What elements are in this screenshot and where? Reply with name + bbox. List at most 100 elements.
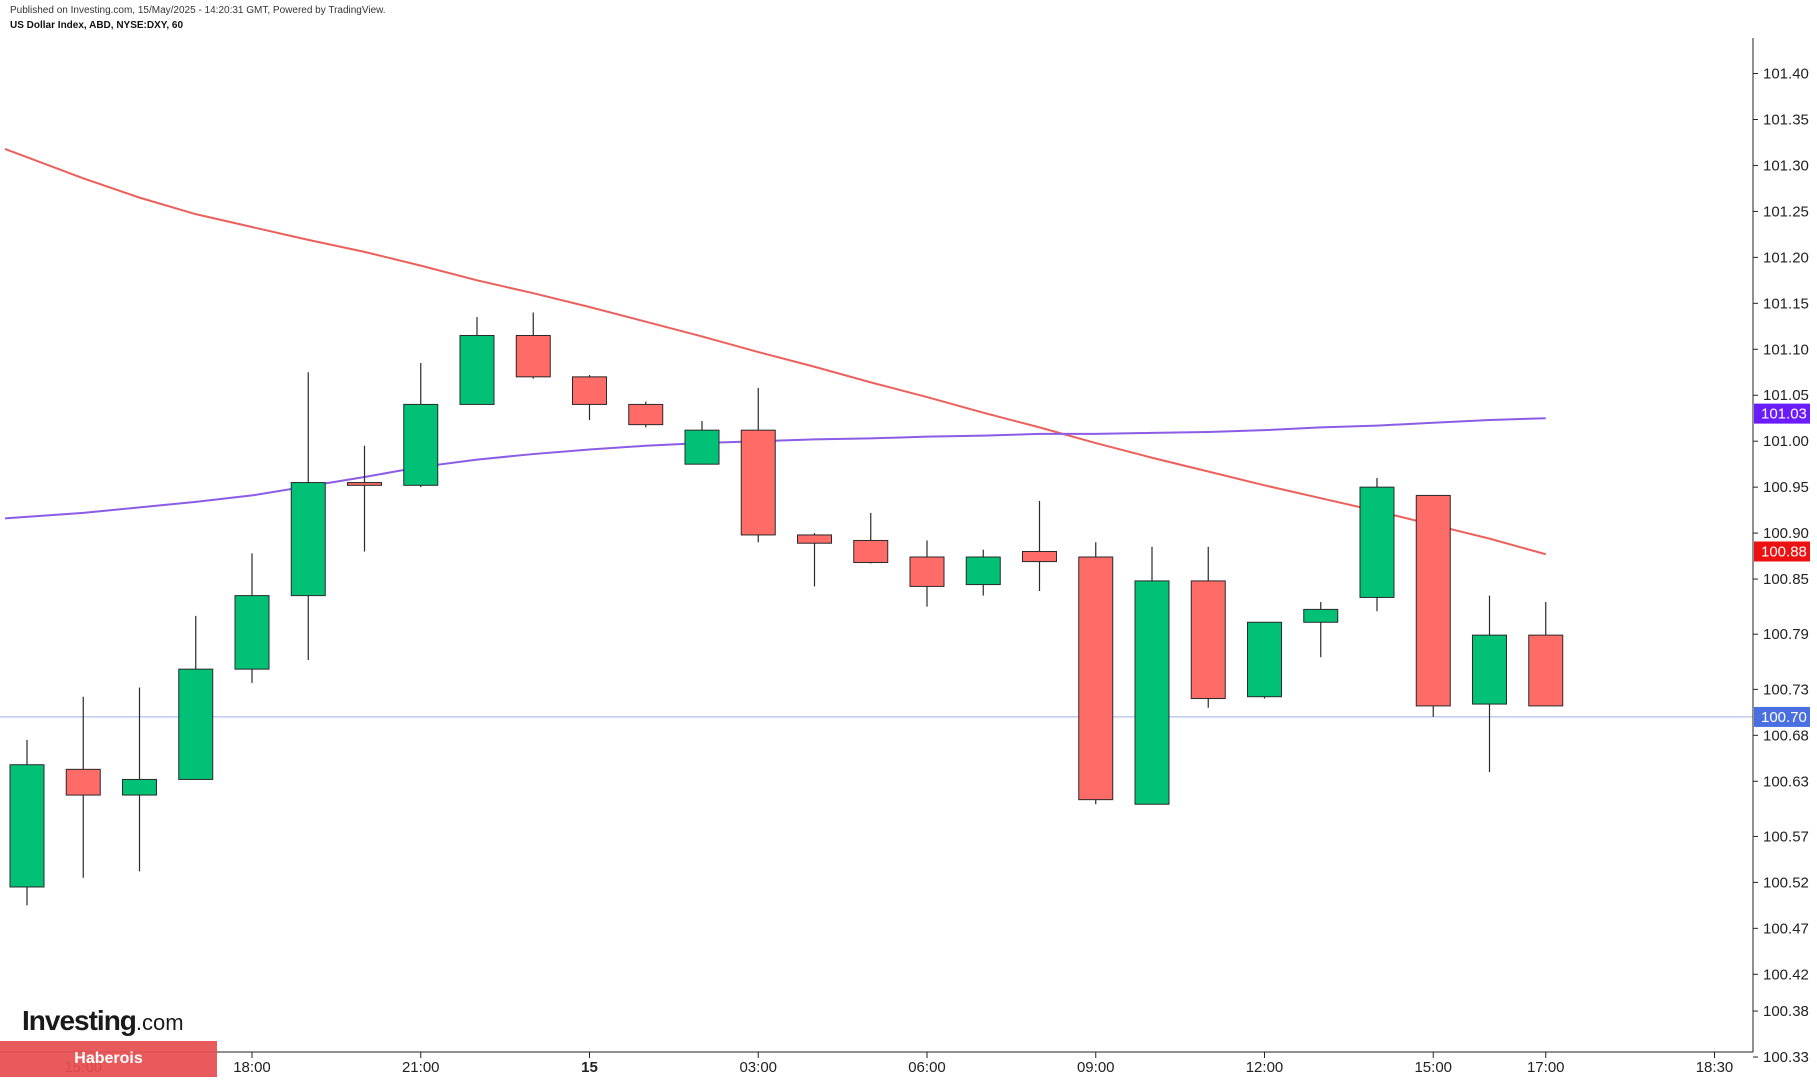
candle-body — [684, 429, 720, 465]
candle — [403, 363, 439, 488]
candle-body — [459, 334, 495, 405]
candle-body — [628, 403, 664, 426]
candle-body — [290, 482, 326, 597]
price-tick-label: 100.90 — [1763, 525, 1809, 542]
published-info: Published on Investing.com, 15/May/2025 … — [10, 5, 386, 16]
investing-logo: Investing.com — [22, 1005, 184, 1037]
price-tick-label: 101.25 — [1763, 203, 1809, 220]
candle — [909, 540, 945, 607]
candle — [65, 696, 101, 878]
price-tick-label: 100.68 — [1763, 727, 1809, 744]
candle — [1415, 494, 1451, 717]
candle — [234, 553, 270, 683]
candle-body — [1247, 621, 1282, 698]
candle-body — [965, 556, 1001, 586]
price-tick-label: 101.20 — [1763, 249, 1809, 266]
moving-average-purple — [4, 417, 1546, 520]
price-badge: 100.88 — [1754, 541, 1810, 562]
haberois-watermark: Haberois — [0, 1041, 217, 1077]
price-badge-label: 100.88 — [1761, 543, 1807, 560]
candles — [9, 312, 1564, 906]
candle — [1134, 546, 1170, 805]
candle-body — [1359, 486, 1395, 598]
price-badge-label: 101.03 — [1761, 406, 1807, 423]
candle — [290, 372, 326, 660]
price-badge-bg — [1754, 403, 1810, 424]
candle — [459, 317, 495, 405]
price-badges: 101.03 100.88 100.70 — [1754, 403, 1810, 727]
candle-body — [234, 595, 270, 670]
price-badge-label: 100.70 — [1761, 709, 1807, 726]
moving-averages — [4, 147, 1547, 556]
candle — [1022, 500, 1057, 592]
candle-body — [1078, 556, 1114, 801]
time-tick-label: 15:00 — [1414, 1059, 1452, 1076]
price-tick-label: 100.57 — [1763, 828, 1809, 845]
price-tick-label: 101.15 — [1763, 295, 1809, 312]
time-tick-label: 18:00 — [233, 1059, 271, 1076]
candle — [1247, 621, 1282, 699]
price-tick-label: 101.35 — [1763, 111, 1809, 128]
candle — [1303, 602, 1339, 658]
time-tick-label: 17:00 — [1527, 1059, 1565, 1076]
candle-body — [1415, 494, 1451, 707]
price-tick-label: 101.40 — [1763, 66, 1809, 83]
candle — [797, 533, 832, 587]
candle — [1472, 595, 1507, 773]
price-tick-label: 101.30 — [1763, 157, 1809, 174]
symbol-title: US Dollar Index, ABD, NYSE:DXY, 60 — [10, 20, 184, 31]
candle — [1528, 602, 1564, 707]
time-tick-label: 09:00 — [1077, 1059, 1115, 1076]
time-tick-label: 06:00 — [908, 1059, 946, 1076]
price-tick-label: 100.42 — [1763, 966, 1809, 983]
price-tick-label: 100.95 — [1763, 479, 1809, 496]
candle — [740, 387, 776, 543]
price-tick-label: 100.38 — [1763, 1003, 1809, 1020]
time-tick-label: 12:00 — [1246, 1059, 1284, 1076]
candle — [628, 401, 664, 428]
logo-suffix-text: .com — [135, 1010, 184, 1035]
candle-body — [1303, 608, 1339, 623]
price-badge-bg — [1754, 706, 1810, 727]
candle-body — [347, 482, 382, 486]
time-tick-label: 15 — [581, 1059, 598, 1076]
price-tick-label: 101.05 — [1763, 387, 1809, 404]
price-tick-label: 100.47 — [1763, 920, 1809, 937]
candle — [1078, 542, 1114, 805]
candle-body — [1022, 550, 1057, 563]
candle-body — [740, 429, 776, 536]
price-axis: 101.40 101.35 101.30 101.25 101.20 101.15 101.… — [1752, 38, 1809, 1066]
time-tick-label: 18:30 — [1696, 1059, 1734, 1076]
candle-body — [1472, 634, 1507, 705]
candle — [1190, 546, 1226, 708]
candle-body — [515, 334, 551, 378]
candle — [853, 512, 889, 564]
candle — [178, 615, 214, 780]
candle-body — [65, 768, 101, 796]
candle-body — [853, 539, 889, 564]
candle-body — [572, 376, 607, 405]
candle — [9, 739, 45, 906]
time-axis: 15:0018:0021:001503:0006:0009:0012:0015:… — [0, 1051, 1753, 1076]
candle-body — [9, 764, 45, 888]
candle-body — [122, 778, 157, 796]
candle — [122, 687, 157, 872]
candle-body — [797, 534, 832, 544]
price-tick-label: 100.52 — [1763, 874, 1809, 891]
candle-body — [403, 403, 439, 486]
candle — [515, 312, 551, 379]
price-tick-label: 100.33 — [1763, 1049, 1809, 1066]
price-tick-label: 101.00 — [1763, 433, 1809, 450]
candle-body — [178, 668, 214, 780]
price-tick-label: 100.73 — [1763, 681, 1809, 698]
moving-average-red — [4, 147, 1547, 556]
candle — [347, 445, 382, 552]
candle — [965, 549, 1001, 596]
price-tick-label: 100.85 — [1763, 571, 1809, 588]
time-tick-label: 21:00 — [402, 1059, 440, 1076]
time-tick-label: 03:00 — [739, 1059, 777, 1076]
candle-body — [1190, 580, 1226, 700]
price-badge: 101.03 — [1754, 403, 1810, 424]
candle-body — [909, 556, 945, 587]
